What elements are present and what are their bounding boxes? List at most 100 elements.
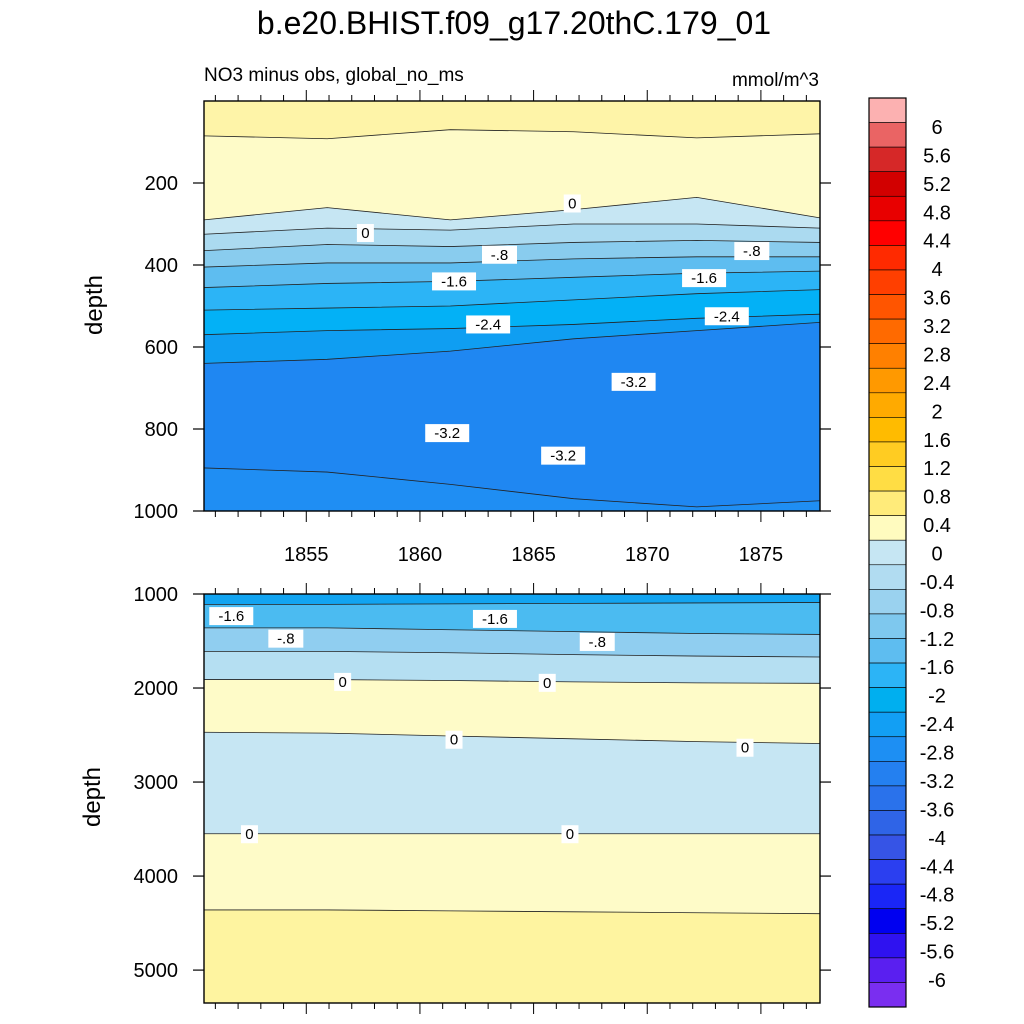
lower-contour-label-box-6 [445,730,463,749]
colorbar-swatch-36 [868,982,907,1008]
upper-contour-label-box-4 [432,272,477,291]
colorbar-label-3: 4.8 [923,202,951,224]
colorbar-label-22: -2.8 [920,743,954,765]
upper-contour-band-1 [204,129,820,220]
lower-contour-label-9: 0 [566,826,574,843]
colorbar-swatch-11 [868,367,907,394]
lower-contour-line-5 [203,731,821,744]
upper-ytick-label-2: 600 [145,337,178,359]
colorbar-swatch-2 [868,146,907,173]
colorbar-label-24: -3.6 [920,799,954,821]
time-tick-label-3: 1870 [625,544,670,566]
upper-contour-band-8 [204,314,820,364]
colorbar-label-13: 0.8 [923,487,951,509]
lower-frame [203,593,821,1004]
lower-ytick-label-0: 1000 [134,584,179,606]
colorbar-swatch-9 [868,318,907,344]
colorbar-label-29: -5.6 [920,942,954,964]
upper-ylabel: depth [81,275,108,335]
colorbar-swatch-3 [868,171,907,197]
lower-ytick-label-3: 4000 [134,866,179,888]
upper-panel: 200 400 600 800 1000 0 0 -.8 -.8 -1.6 -1.6 -2.4 -2.4… [134,90,831,523]
colorbar-label-5: 4 [931,259,942,281]
upper-contour-label-5: -1.6 [691,270,717,287]
lower-contour-label-3: -.8 [588,634,606,651]
upper-contour-label-box-9 [425,424,470,443]
colorbar-swatch-21 [868,613,907,639]
colorbar-swatch-30 [868,834,907,860]
colorbar-swatch-31 [868,859,907,885]
time-axis-labels: 1855 1860 1865 1870 1875 [284,544,783,566]
lower-contour-line-3 [204,650,821,658]
colorbar-label-17: -0.8 [920,600,954,622]
colorbar-swatch-34 [868,932,907,959]
colorbar-swatch-7 [868,269,907,295]
colorbar-swatch-23 [868,662,907,688]
colorbar-swatch-0 [868,97,907,123]
colorbar-swatch-32 [868,883,907,910]
lower-contour-label-box-4 [334,672,352,691]
lower-contour-band-2 [204,627,820,657]
lower-contour-label-8: 0 [245,826,253,843]
colorbar-label-11: 1.6 [923,430,951,452]
colorbar-label-1: 5.6 [923,145,951,167]
colorbar-swatch-33 [868,908,907,934]
chart-title: b.e20.BHIST.f09_g17.20thC.179_01 [257,5,771,41]
colorbar-label-6: 3.6 [923,288,951,310]
lower-contour-band-7 [204,909,820,1003]
upper-contour-label-box-3 [734,242,770,261]
colorbar-swatch-24 [868,687,907,713]
colorbar-swatch-19 [868,564,907,590]
colorbar-label-12: 1.2 [923,458,951,480]
colorbar-label-20: -2 [928,686,946,708]
colorbar-swatch-6 [868,245,907,271]
colorbar-swatch-35 [868,957,907,983]
lower-contour-label-1: -1.6 [482,611,508,628]
colorbar-swatch-26 [868,736,907,762]
time-tick-label-2: 1865 [511,544,556,566]
colorbar-label-23: -3.2 [920,771,954,793]
lower-contour-label-6: 0 [450,732,458,749]
lower-ylabel: depth [79,767,106,827]
upper-contour-band-0 [204,101,820,139]
colorbar-swatch-1 [868,122,907,148]
upper-contour-label-box-0 [563,194,581,213]
colorbar-swatch-20 [868,589,907,615]
lower-contour-label-2: -.8 [277,631,295,648]
lower-contour-band-3 [204,651,820,684]
colorbar-label-21: -2.4 [920,714,954,736]
upper-contour-line-10 [203,467,821,508]
lower-contour-line-4 [204,679,821,684]
colorbar-swatch-18 [868,539,907,566]
colorbar-label-2: 5.2 [923,174,951,196]
upper-ytick-label-0: 200 [145,173,178,195]
colorbar-label-30: -6 [928,970,946,992]
lower-contour-band-4 [204,679,820,744]
lower-contour-label-box-3 [579,632,615,651]
lower-contour-band-0 [204,594,820,605]
lower-contour-label-0: -1.6 [218,608,244,625]
upper-contour-label-3: -.8 [743,243,761,260]
lower-contour-line-7 [204,909,821,915]
upper-contour-label-8: -3.2 [621,374,647,391]
lower-contour-label-4: 0 [338,674,346,691]
upper-contour-line-7 [203,289,821,311]
colorbar-label-27: -4.8 [920,885,954,907]
upper-ytick-label-3: 800 [145,419,178,441]
colorbar-label-16: -0.4 [920,572,954,594]
upper-contour-label-box-8 [611,372,656,391]
colorbar-label-9: 2.4 [923,373,951,395]
upper-contour-label-box-2 [481,245,517,264]
colorbar-swatch-28 [868,785,907,811]
lower-contour-label-box-0 [209,607,254,626]
colorbar-label-28: -5.2 [920,913,954,935]
upper-contour-band-10 [204,467,820,511]
colorbar-frame [868,97,907,1008]
upper-contour-band-6 [204,271,820,311]
upper-contour-label-6: -2.4 [475,316,501,333]
lower-ytick-label-4: 5000 [134,960,179,982]
lower-contour-line-2 [204,627,821,635]
lower-contour-label-7: 0 [741,740,749,757]
lower-contour-label-box-2 [268,629,304,648]
